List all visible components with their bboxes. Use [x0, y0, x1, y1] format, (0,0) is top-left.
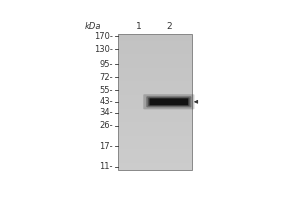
Bar: [118, 152, 192, 156]
Bar: [118, 119, 192, 122]
Text: 17-: 17-: [99, 142, 113, 151]
Bar: [118, 41, 192, 44]
Bar: [118, 54, 192, 58]
Bar: [118, 64, 192, 68]
Bar: [118, 47, 192, 51]
Text: 130-: 130-: [94, 45, 113, 54]
Bar: [118, 34, 192, 170]
Text: 55-: 55-: [100, 86, 113, 95]
Bar: [118, 112, 192, 115]
FancyBboxPatch shape: [150, 98, 188, 105]
Text: 95-: 95-: [100, 60, 113, 69]
Bar: [118, 58, 192, 61]
Bar: [118, 146, 192, 149]
Bar: [118, 91, 192, 95]
Bar: [118, 95, 192, 98]
Bar: [118, 75, 192, 78]
Text: 26-: 26-: [99, 121, 113, 130]
Bar: [118, 156, 192, 159]
Bar: [118, 68, 192, 71]
Text: kDa: kDa: [85, 22, 101, 31]
FancyBboxPatch shape: [146, 96, 191, 107]
FancyBboxPatch shape: [148, 97, 190, 106]
Bar: [118, 105, 192, 109]
Bar: [118, 88, 192, 92]
Text: 34-: 34-: [99, 108, 113, 117]
Text: 43-: 43-: [99, 97, 113, 106]
Bar: [118, 132, 192, 136]
Bar: [118, 125, 192, 129]
Bar: [118, 81, 192, 85]
Bar: [118, 115, 192, 119]
Bar: [118, 149, 192, 153]
FancyBboxPatch shape: [143, 94, 194, 109]
Bar: [118, 129, 192, 132]
Bar: [118, 163, 192, 166]
Bar: [118, 122, 192, 125]
Text: 170-: 170-: [94, 32, 113, 41]
Text: 11-: 11-: [100, 162, 113, 171]
Bar: [118, 159, 192, 163]
Text: 1: 1: [136, 22, 142, 31]
Bar: [118, 108, 192, 112]
Bar: [118, 37, 192, 41]
Bar: [118, 139, 192, 142]
Text: 2: 2: [166, 22, 172, 31]
Bar: [118, 142, 192, 146]
Bar: [118, 51, 192, 54]
Bar: [118, 166, 192, 170]
Bar: [118, 78, 192, 81]
Bar: [118, 85, 192, 88]
Bar: [118, 135, 192, 139]
Bar: [118, 34, 192, 37]
Bar: [118, 61, 192, 65]
Bar: [118, 102, 192, 105]
Text: 72-: 72-: [99, 73, 113, 82]
Bar: [118, 98, 192, 102]
Bar: [118, 44, 192, 48]
Bar: [118, 71, 192, 75]
